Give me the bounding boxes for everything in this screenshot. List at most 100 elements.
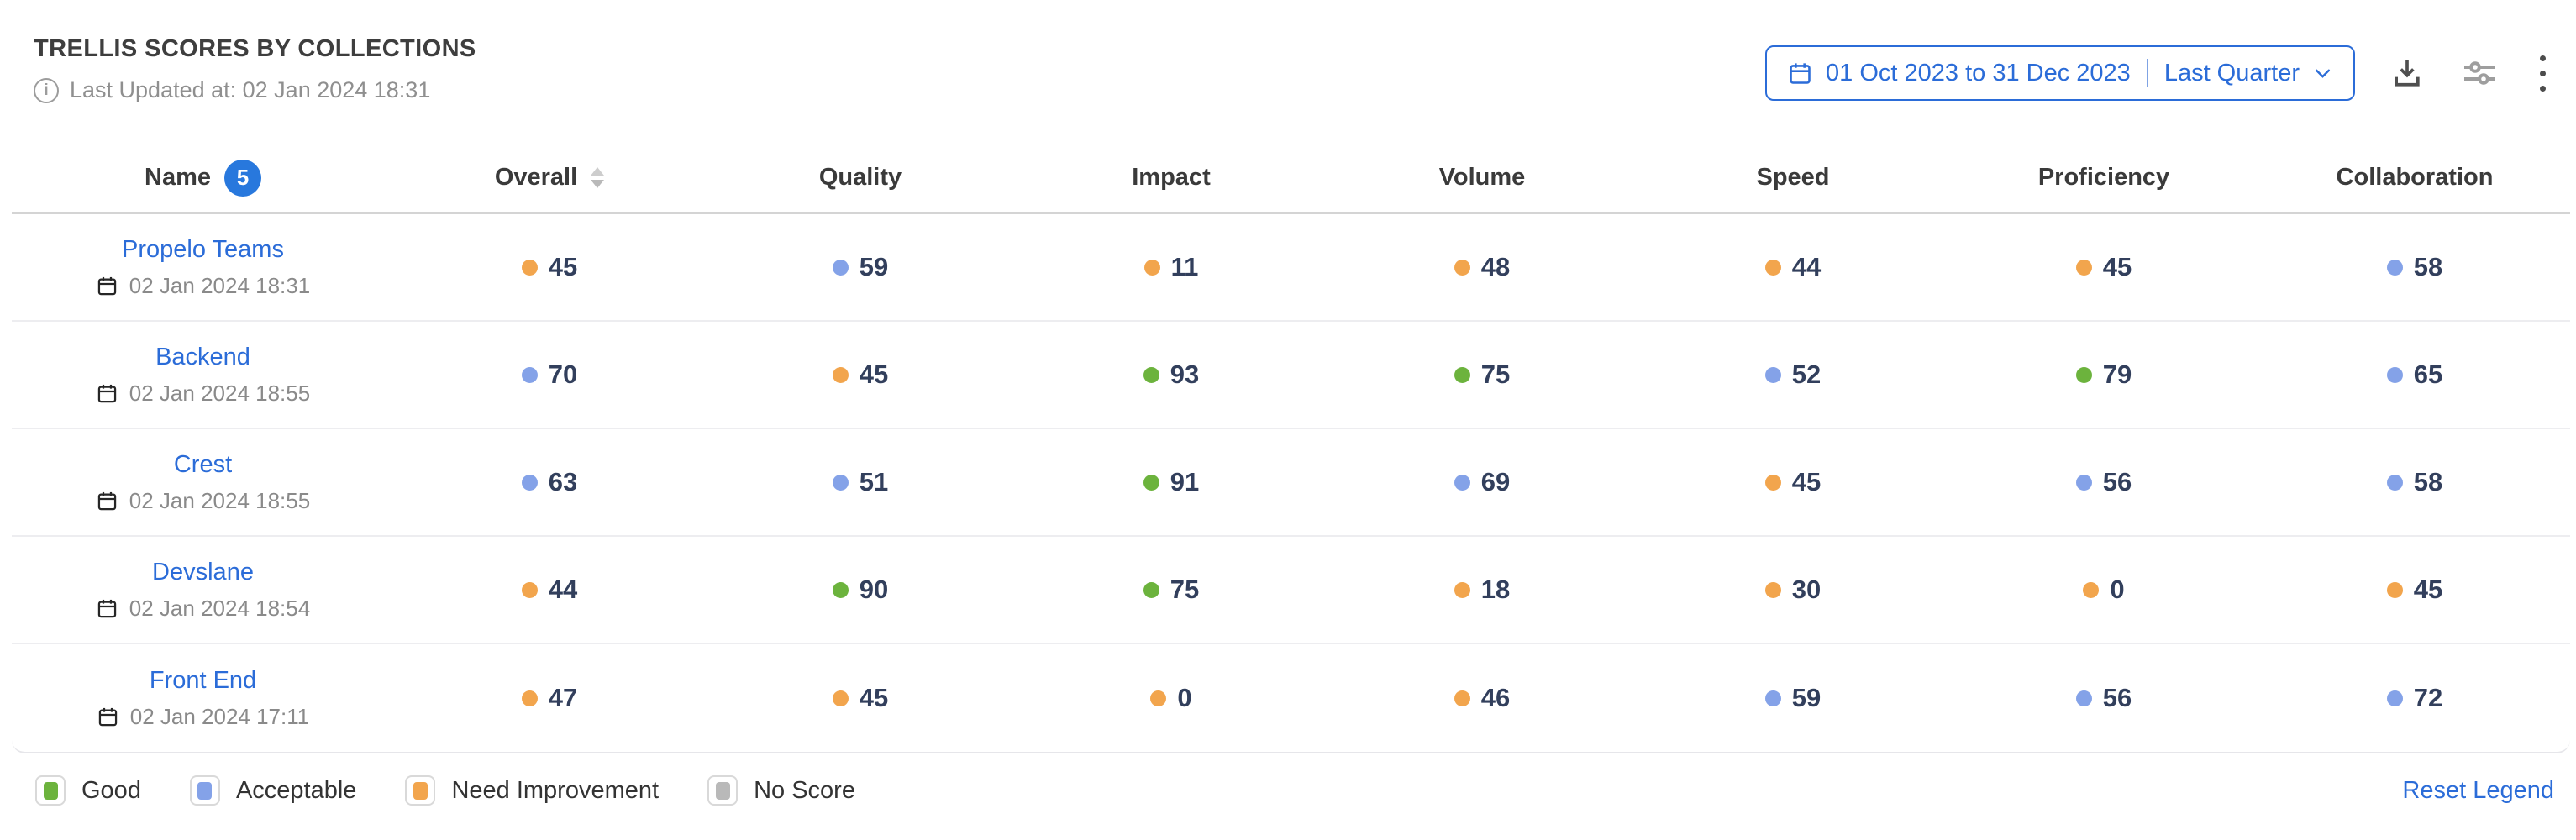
collection-link[interactable]: Devslane xyxy=(152,558,254,585)
calendar-icon xyxy=(1790,62,1811,84)
score-value: 58 xyxy=(2413,467,2443,496)
legend-item-no-score[interactable]: No Score xyxy=(707,775,855,806)
collection-count-badge: 5 xyxy=(224,159,261,197)
score-dot xyxy=(1454,259,1470,276)
legend-item-good[interactable]: Good xyxy=(35,775,141,806)
score-dot xyxy=(1454,474,1470,491)
score-dot xyxy=(1454,690,1470,706)
score-cell-volume: 46 xyxy=(1327,683,1638,713)
score-dot xyxy=(521,259,538,276)
score-cell-overall: 45 xyxy=(394,252,705,282)
score-cell-quality: 59 xyxy=(705,252,1016,282)
legend-swatch xyxy=(405,775,436,806)
score-dot xyxy=(1143,259,1160,276)
score-cell-impact: 0 xyxy=(1016,683,1327,713)
score-cell-proficiency: 45 xyxy=(1948,252,2259,282)
date-range-picker[interactable]: 01 Oct 2023 to 31 Dec 2023 Last Quarter xyxy=(1765,45,2355,101)
kebab-menu-icon[interactable] xyxy=(2533,52,2552,95)
score-value: 75 xyxy=(1170,575,1200,604)
legend-label: Acceptable xyxy=(235,776,357,804)
score-dot xyxy=(1454,581,1470,598)
score-dot xyxy=(1764,474,1781,491)
score-dot xyxy=(2075,474,2092,491)
score-dot xyxy=(832,366,849,383)
score-cell-proficiency: 56 xyxy=(1948,683,2259,713)
score-dot xyxy=(832,474,849,491)
score-dot xyxy=(832,259,849,276)
score-value: 11 xyxy=(1170,252,1199,281)
score-dot xyxy=(1764,581,1781,598)
column-label: Overall xyxy=(494,164,578,191)
collection-link[interactable]: Backend xyxy=(155,343,250,370)
table-row: Propelo Teams 02 Jan 2024 18:31 45 59 11… xyxy=(12,214,2570,322)
score-value: 75 xyxy=(1480,360,1511,389)
score-cell-impact: 11 xyxy=(1016,252,1327,282)
table-body: Propelo Teams 02 Jan 2024 18:31 45 59 11… xyxy=(12,214,2570,752)
collection-link[interactable]: Propelo Teams xyxy=(122,235,284,263)
widget-header: TRELLIS SCORES BY COLLECTIONS i Last Upd… xyxy=(0,0,2576,103)
score-value: 18 xyxy=(1480,575,1511,604)
score-value: 59 xyxy=(859,252,889,281)
score-cell-speed: 45 xyxy=(1638,467,1948,497)
column-header-volume: Volume xyxy=(1327,164,1638,192)
score-cell-collaboration: 72 xyxy=(2259,683,2570,713)
download-button[interactable] xyxy=(2389,55,2426,92)
score-dot xyxy=(2386,474,2403,491)
score-dot xyxy=(2386,690,2403,706)
table-row: Devslane 02 Jan 2024 18:54 44 90 75 18 3… xyxy=(12,537,2570,644)
sliders-icon xyxy=(2464,61,2495,85)
column-header-proficiency: Proficiency xyxy=(1948,164,2259,192)
last-updated: i Last Updated at: 02 Jan 2024 18:31 xyxy=(34,77,476,103)
column-label: Name xyxy=(145,164,211,191)
sort-icon[interactable] xyxy=(591,167,605,188)
score-dot xyxy=(1143,366,1159,383)
score-value: 45 xyxy=(2413,575,2443,604)
widget-settings-button[interactable] xyxy=(2459,53,2500,93)
score-cell-collaboration: 65 xyxy=(2259,360,2570,390)
collection-link[interactable]: Front End xyxy=(149,666,257,694)
score-cell-overall: 44 xyxy=(394,575,705,605)
date-preset-text: Last Quarter xyxy=(2163,59,2300,87)
score-cell-proficiency: 0 xyxy=(1948,575,2259,605)
legend-item-need-improvement[interactable]: Need Improvement xyxy=(405,775,659,806)
calendar-icon xyxy=(97,599,116,617)
score-value: 44 xyxy=(548,575,578,604)
score-cell-quality: 45 xyxy=(705,360,1016,390)
score-dot xyxy=(832,690,849,706)
collection-link[interactable]: Crest xyxy=(173,450,233,478)
timestamp-text: 02 Jan 2024 18:31 xyxy=(129,272,311,298)
timestamp-text: 02 Jan 2024 17:11 xyxy=(129,703,310,729)
score-value: 56 xyxy=(2102,467,2132,496)
score-dot xyxy=(521,690,538,706)
score-cell-quality: 45 xyxy=(705,683,1016,713)
score-value: 45 xyxy=(2102,252,2132,281)
score-value: 30 xyxy=(1791,575,1822,604)
column-header-overall[interactable]: Overall xyxy=(394,164,705,192)
score-value: 48 xyxy=(1480,252,1511,281)
column-label: Collaboration xyxy=(2336,164,2494,191)
score-value: 44 xyxy=(1791,252,1822,281)
score-value: 91 xyxy=(1170,467,1200,496)
table-row: Crest 02 Jan 2024 18:55 63 51 91 69 45 5… xyxy=(12,429,2570,537)
score-value: 59 xyxy=(1791,683,1822,712)
title-block: TRELLIS SCORES BY COLLECTIONS i Last Upd… xyxy=(34,35,476,103)
score-dot xyxy=(2083,581,2100,598)
reset-legend-link[interactable]: Reset Legend xyxy=(2402,776,2554,804)
score-value: 46 xyxy=(1480,683,1511,712)
score-value: 93 xyxy=(1170,360,1200,389)
calendar-icon xyxy=(97,491,116,510)
last-updated-text: Last Updated at: 02 Jan 2024 18:31 xyxy=(70,77,431,102)
score-dot xyxy=(2075,259,2092,276)
score-cell-speed: 30 xyxy=(1638,575,1948,605)
score-dot xyxy=(1764,259,1781,276)
row-timestamp: 02 Jan 2024 18:55 xyxy=(96,381,310,407)
score-cell-overall: 70 xyxy=(394,360,705,390)
score-value: 79 xyxy=(2102,360,2132,389)
score-dot xyxy=(832,581,849,598)
legend-item-acceptable[interactable]: Acceptable xyxy=(189,775,357,806)
divider xyxy=(2146,59,2148,87)
score-dot xyxy=(521,366,538,383)
score-cell-impact: 93 xyxy=(1016,360,1327,390)
legend-label: Need Improvement xyxy=(451,776,660,804)
